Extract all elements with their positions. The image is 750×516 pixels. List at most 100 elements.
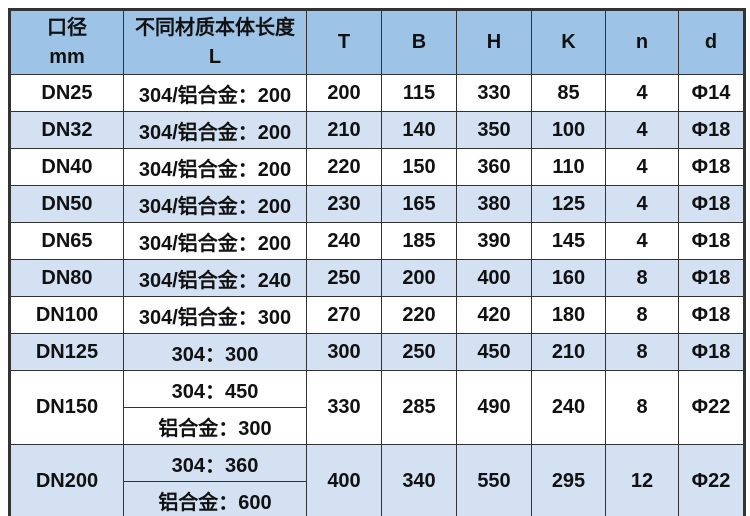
- cell-h: 420: [456, 296, 532, 334]
- table-row: DN125 304：300 300 250 450 210 8 Φ18: [9, 333, 745, 371]
- cell-h: 350: [456, 111, 532, 149]
- cell-b: 200: [381, 259, 457, 297]
- cell-b: 250: [381, 333, 457, 371]
- cell-length: 304/铝合金：200: [123, 148, 307, 186]
- cell-h: 450: [456, 333, 532, 371]
- header-n: n: [605, 9, 679, 75]
- table-header: 口径 mm 不同材质本体长度 L T B H K n d: [9, 9, 745, 75]
- header-body-length-line1: 不同材质本体长度: [135, 16, 295, 39]
- cell-d: Φ18: [678, 111, 745, 149]
- cell-b: 285: [381, 370, 457, 445]
- cell-n: 4: [605, 111, 679, 149]
- cell-d: Φ18: [678, 148, 745, 186]
- cell-n: 12: [605, 444, 679, 516]
- cell-n: 8: [605, 259, 679, 297]
- cell-length: 304/铝合金：200: [123, 185, 307, 223]
- header-t: T: [306, 9, 382, 75]
- spec-table: 口径 mm 不同材质本体长度 L T B H K n d DN25 304/铝合金…: [8, 8, 746, 516]
- header-k: K: [531, 9, 606, 75]
- header-diameter-line2: mm: [49, 45, 85, 68]
- cell-b: 185: [381, 222, 457, 260]
- cell-t: 230: [306, 185, 382, 223]
- cell-d: Φ14: [678, 74, 745, 112]
- cell-d: Φ22: [678, 444, 745, 516]
- table-row: DN150 304：450 330 285 490 240 8 Φ22: [9, 370, 745, 445]
- cell-h: 390: [456, 222, 532, 260]
- header-diameter: 口径 mm: [9, 9, 124, 75]
- cell-h: 550: [456, 444, 532, 516]
- cell-d: Φ18: [678, 222, 745, 260]
- cell-h: 360: [456, 148, 532, 186]
- cell-b: 115: [381, 74, 457, 112]
- cell-length: 304：300: [123, 333, 307, 371]
- table-row: DN100 304/铝合金：300 270 220 420 180 8 Φ18: [9, 296, 745, 334]
- cell-n: 4: [605, 222, 679, 260]
- cell-dn: DN200: [9, 444, 124, 516]
- table-row: 铝合金：600: [10, 481, 745, 516]
- cell-dn: DN50: [9, 185, 124, 223]
- cell-k: 295: [531, 444, 606, 516]
- cell-t: 330: [306, 370, 382, 445]
- cell-length: 304/铝合金：240: [123, 259, 307, 297]
- cell-dn: DN125: [9, 333, 124, 371]
- table-row: DN80 304/铝合金：240 250 200 400 160 8 Φ18: [9, 259, 745, 297]
- table-row: DN32 304/铝合金：200 210 140 350 100 4 Φ18: [9, 111, 745, 149]
- cell-length: 304/铝合金：200: [123, 74, 307, 112]
- table-row: DN40 304/铝合金：200 220 150 360 110 4 Φ18: [9, 148, 745, 186]
- header-d: d: [678, 9, 745, 75]
- cell-k: 180: [531, 296, 606, 334]
- table-row: DN65 304/铝合金：200 240 185 390 145 4 Φ18: [9, 222, 745, 260]
- cell-t: 250: [306, 259, 382, 297]
- header-row: 口径 mm 不同材质本体长度 L T B H K n d: [9, 9, 745, 75]
- table-body: DN25 304/铝合金：200 200 115 330 85 4 Φ14 DN32 304/铝合…: [9, 74, 745, 516]
- header-body-length-line2: L: [208, 45, 222, 68]
- table-row: DN200 304：360 400 340 550 295 12 Φ22: [9, 444, 745, 516]
- cell-h: 380: [456, 185, 532, 223]
- cell-n: 8: [605, 333, 679, 371]
- cell-t: 210: [306, 111, 382, 149]
- cell-k: 240: [531, 370, 606, 445]
- cell-h: 330: [456, 74, 532, 112]
- cell-dn: DN65: [9, 222, 124, 260]
- cell-k: 210: [531, 333, 606, 371]
- cell-k: 160: [531, 259, 606, 297]
- cell-dn: DN40: [9, 148, 124, 186]
- cell-t: 300: [306, 333, 382, 371]
- cell-length: 铝合金：300: [123, 407, 307, 445]
- cell-t: 240: [306, 222, 382, 260]
- cell-length: 304：360: [123, 444, 307, 482]
- cell-length: 304/铝合金：200: [123, 222, 307, 260]
- cell-dn: DN32: [9, 111, 124, 149]
- cell-k: 110: [531, 148, 606, 186]
- cell-n: 8: [605, 296, 679, 334]
- cell-length: 304：450: [123, 370, 307, 408]
- header-body-length: 不同材质本体长度 L: [123, 9, 307, 75]
- cell-dn: DN150: [9, 370, 124, 445]
- cell-d: Φ22: [678, 370, 745, 445]
- cell-k: 85: [531, 74, 606, 112]
- cell-t: 200: [306, 74, 382, 112]
- cell-n: 4: [605, 148, 679, 186]
- cell-n: 4: [605, 185, 679, 223]
- table-row: DN50 304/铝合金：200 230 165 380 125 4 Φ18: [9, 185, 745, 223]
- cell-t: 270: [306, 296, 382, 334]
- header-diameter-line1: 口径: [47, 16, 87, 39]
- cell-h: 490: [456, 370, 532, 445]
- cell-d: Φ18: [678, 333, 745, 371]
- cell-b: 220: [381, 296, 457, 334]
- cell-n: 8: [605, 370, 679, 445]
- cell-length: 304/铝合金：300: [123, 296, 307, 334]
- cell-d: Φ18: [678, 185, 745, 223]
- cell-dn: DN25: [9, 74, 124, 112]
- cell-k: 125: [531, 185, 606, 223]
- cell-t: 220: [306, 148, 382, 186]
- cell-h: 400: [456, 259, 532, 297]
- cell-t: 400: [306, 444, 382, 516]
- table-row: DN25 304/铝合金：200 200 115 330 85 4 Φ14: [9, 74, 745, 112]
- header-h: H: [456, 9, 532, 75]
- cell-d: Φ18: [678, 296, 745, 334]
- cell-length: 铝合金：600: [123, 481, 307, 516]
- cell-b: 165: [381, 185, 457, 223]
- table-row: 铝合金：300: [10, 407, 745, 445]
